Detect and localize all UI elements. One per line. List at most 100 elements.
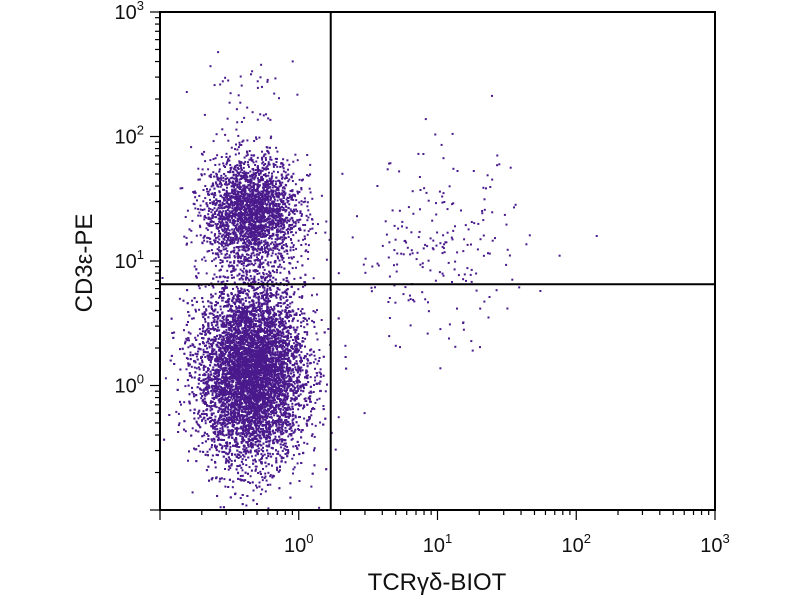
event-dot [248, 332, 251, 335]
event-dot [298, 296, 301, 299]
event-dot [252, 459, 255, 462]
event-dot [228, 344, 231, 347]
event-dot [207, 374, 210, 377]
event-dot [273, 305, 276, 308]
event-dot [231, 385, 233, 388]
event-dot [229, 422, 232, 425]
event-dot [286, 317, 289, 320]
event-dot [195, 355, 198, 358]
event-dot [306, 352, 309, 355]
event-dot [248, 422, 251, 425]
event-dot [271, 335, 273, 338]
event-dot [272, 340, 275, 342]
event-dot [269, 474, 272, 477]
event-dot [188, 339, 190, 342]
event-dot [224, 485, 227, 488]
event-dot [293, 466, 296, 469]
event-dot [219, 305, 222, 308]
event-dot [214, 428, 217, 431]
event-dot [287, 451, 290, 453]
event-dot [256, 486, 258, 489]
event-dot [237, 403, 240, 406]
event-dot [271, 265, 274, 268]
event-dot [222, 318, 225, 321]
event-dot [212, 326, 215, 329]
event-dot [236, 422, 239, 425]
event-dot [287, 412, 290, 415]
event-dot [264, 279, 267, 282]
event-dot [205, 308, 208, 311]
event-dot [185, 368, 188, 371]
event-dot [256, 347, 259, 350]
event-dot [218, 388, 220, 391]
event-dot [284, 322, 287, 325]
event-dot [257, 342, 260, 345]
event-dot [249, 482, 251, 485]
event-dot [234, 326, 237, 329]
event-dot [259, 493, 262, 496]
event-dot [210, 358, 213, 360]
event-dot [248, 384, 251, 387]
event-dot [273, 396, 276, 399]
event-dot [246, 442, 249, 444]
event-dot [260, 374, 263, 377]
event-dot [211, 477, 214, 479]
event-dot [234, 421, 237, 424]
event-dot [334, 448, 337, 451]
event-dot [232, 336, 235, 339]
event-dot [213, 444, 216, 447]
event-dot [238, 398, 241, 401]
event-dot [245, 447, 248, 450]
event-dot [279, 426, 282, 429]
event-dot [289, 349, 292, 352]
event-dot [275, 296, 278, 299]
event-dot [270, 306, 272, 309]
event-dot [221, 335, 224, 338]
event-dot [278, 288, 281, 291]
event-dot [199, 332, 202, 335]
event-dot [260, 297, 263, 300]
event-dot [250, 285, 253, 288]
event-dot [207, 357, 210, 360]
event-dot [263, 328, 266, 331]
event-dot [270, 337, 273, 340]
event-dot [246, 404, 249, 407]
event-dot [292, 411, 294, 414]
event-dot [228, 380, 231, 383]
event-dot [251, 287, 254, 289]
event-dot [197, 272, 200, 275]
event-dot [224, 341, 227, 344]
event-dot [201, 327, 204, 330]
event-dot [221, 396, 224, 399]
event-dot [281, 377, 284, 380]
event-dot [217, 280, 220, 283]
event-dot [213, 398, 216, 401]
event-dot [299, 393, 302, 396]
event-dot [276, 353, 279, 356]
event-dot [177, 378, 179, 381]
event-dot [300, 389, 302, 392]
event-dot [268, 443, 271, 446]
event-dot [241, 332, 244, 335]
event-dot [230, 329, 233, 332]
event-dot [258, 426, 261, 429]
event-dot [260, 305, 263, 307]
event-dot [204, 365, 207, 368]
event-dot [225, 410, 228, 413]
event-dot [285, 326, 288, 329]
event-dot [238, 416, 241, 419]
event-dot [231, 276, 234, 279]
event-dot [250, 359, 253, 362]
event-dot [299, 346, 302, 349]
event-dot [235, 384, 238, 386]
event-dot [306, 374, 309, 377]
event-dot [197, 366, 200, 369]
event-dot [233, 394, 236, 397]
event-dot [271, 330, 274, 333]
event-dot [215, 300, 218, 303]
event-dot [318, 506, 321, 509]
event-dot [204, 356, 207, 359]
event-dot [237, 471, 240, 474]
event-dot [299, 310, 302, 313]
event-dot [211, 387, 214, 390]
